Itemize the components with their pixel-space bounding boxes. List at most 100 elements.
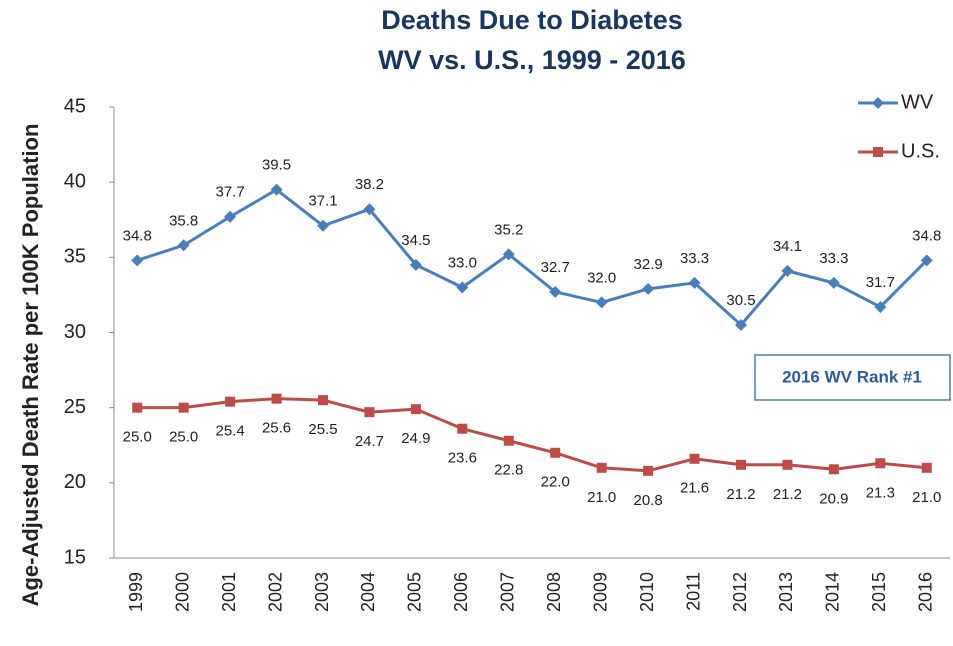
x-tick-label: 2006 bbox=[451, 572, 471, 612]
y-tick-label: 30 bbox=[64, 321, 86, 343]
data-label: 25.0 bbox=[123, 429, 152, 446]
data-label: 33.0 bbox=[448, 254, 477, 271]
marker bbox=[131, 254, 144, 267]
marker bbox=[643, 465, 654, 476]
y-tick-label: 15 bbox=[64, 546, 86, 568]
data-label: 25.5 bbox=[308, 421, 337, 438]
marker bbox=[502, 248, 515, 261]
data-label: 33.3 bbox=[819, 250, 848, 267]
data-label: 34.1 bbox=[773, 238, 802, 255]
x-tick-label: 2016 bbox=[916, 572, 936, 612]
data-label: 37.7 bbox=[216, 184, 245, 201]
chart-title: WV vs. U.S., 1999 - 2016 bbox=[378, 45, 686, 75]
marker bbox=[549, 285, 562, 298]
marker bbox=[874, 300, 887, 313]
data-label: 39.5 bbox=[262, 157, 291, 174]
marker bbox=[318, 395, 328, 406]
x-tick-label: 2001 bbox=[219, 572, 239, 612]
data-label: 32.0 bbox=[587, 269, 616, 286]
data-label: 24.9 bbox=[401, 430, 430, 447]
data-label: 35.8 bbox=[169, 212, 198, 229]
marker bbox=[596, 462, 607, 473]
legend-label: WV bbox=[901, 91, 934, 113]
marker bbox=[689, 453, 700, 464]
data-label: 31.7 bbox=[866, 274, 895, 291]
marker bbox=[550, 447, 561, 458]
marker bbox=[270, 183, 283, 196]
marker bbox=[410, 404, 421, 415]
data-label: 25.0 bbox=[169, 429, 198, 446]
annotation-box bbox=[754, 354, 951, 401]
x-tick-label: 2005 bbox=[405, 572, 425, 612]
marker bbox=[688, 276, 701, 289]
y-tick-label: 20 bbox=[64, 471, 86, 493]
marker bbox=[457, 423, 468, 434]
marker bbox=[642, 282, 655, 295]
x-tick-label: 2007 bbox=[498, 572, 518, 612]
data-label: 30.5 bbox=[726, 292, 755, 309]
marker bbox=[875, 458, 886, 469]
annotation: 2016 WV Rank #1 bbox=[782, 367, 922, 386]
marker bbox=[225, 396, 236, 407]
marker bbox=[736, 459, 746, 470]
data-label: 20.9 bbox=[819, 490, 848, 507]
data-label: 34.8 bbox=[123, 227, 152, 244]
data-label: 24.7 bbox=[355, 433, 384, 450]
data-label: 32.9 bbox=[634, 256, 663, 273]
x-tick-label: 2015 bbox=[869, 572, 889, 612]
data-label: 35.2 bbox=[494, 221, 523, 238]
data-label: 21.6 bbox=[680, 480, 709, 497]
series-line bbox=[137, 397, 927, 473]
data-label: 21.3 bbox=[866, 484, 895, 501]
x-tick-label: 2000 bbox=[172, 572, 192, 612]
x-tick-label: 2008 bbox=[544, 572, 564, 612]
marker bbox=[781, 264, 794, 277]
x-tick-label: 2003 bbox=[312, 572, 332, 612]
y-tick-label: 45 bbox=[64, 95, 86, 117]
x-tick-label: 2010 bbox=[637, 572, 657, 612]
data-label: 22.0 bbox=[541, 474, 570, 491]
marker bbox=[595, 296, 608, 309]
marker bbox=[409, 258, 422, 271]
marker bbox=[873, 147, 883, 157]
data-label: 21.2 bbox=[773, 486, 802, 503]
x-tick-label: 2002 bbox=[265, 572, 285, 612]
chart-title: Deaths Due to Diabetes bbox=[381, 5, 683, 35]
data-label: 34.8 bbox=[912, 227, 941, 244]
marker bbox=[363, 203, 376, 216]
data-label: 23.6 bbox=[448, 450, 477, 467]
marker bbox=[782, 459, 793, 470]
marker bbox=[872, 97, 884, 109]
data-label: 37.1 bbox=[308, 193, 337, 210]
data-label: 21.2 bbox=[726, 486, 755, 503]
marker bbox=[921, 462, 932, 473]
marker bbox=[177, 239, 190, 252]
y-tick-label: 40 bbox=[64, 170, 86, 192]
marker bbox=[271, 393, 282, 404]
x-tick-label: 2009 bbox=[590, 572, 610, 612]
x-tick-label: 2004 bbox=[358, 572, 378, 612]
data-label: 25.6 bbox=[262, 420, 291, 437]
y-tick-label: 35 bbox=[64, 246, 86, 268]
marker bbox=[503, 435, 514, 446]
marker bbox=[920, 254, 933, 267]
marker bbox=[827, 276, 840, 289]
y-tick-label: 25 bbox=[64, 396, 86, 418]
data-label: 34.5 bbox=[401, 232, 430, 249]
marker bbox=[132, 402, 143, 413]
data-label: 32.7 bbox=[541, 259, 570, 276]
legend-label: U.S. bbox=[901, 140, 940, 162]
data-label: 22.8 bbox=[494, 462, 523, 479]
marker bbox=[828, 464, 839, 475]
x-tick-label: 2012 bbox=[730, 572, 750, 612]
data-label: 38.2 bbox=[355, 176, 384, 193]
marker bbox=[364, 407, 375, 418]
marker bbox=[178, 402, 189, 413]
series-line bbox=[136, 187, 928, 328]
marker bbox=[735, 318, 747, 331]
x-tick-label: 2014 bbox=[823, 572, 843, 612]
data-label: 21.0 bbox=[587, 489, 616, 506]
marker bbox=[224, 210, 237, 223]
y-axis-label: Age-Adjusted Death Rate per 100K Populat… bbox=[18, 124, 43, 607]
